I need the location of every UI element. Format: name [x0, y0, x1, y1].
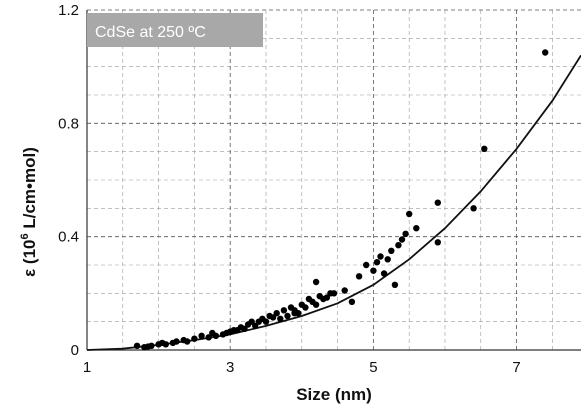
- data-point: [262, 318, 270, 325]
- data-point: [434, 239, 441, 246]
- data-point: [391, 281, 399, 288]
- data-point: [413, 225, 420, 232]
- y-tick-label: 0.8: [58, 115, 79, 132]
- data-point: [273, 310, 280, 317]
- data-point: [330, 290, 338, 297]
- x-tick-label: 3: [226, 359, 234, 376]
- data-point: [205, 334, 212, 341]
- y-tick-label: 0.4: [58, 229, 79, 246]
- fit-curve-layer: [86, 54, 581, 351]
- data-point: [148, 342, 155, 349]
- data-point: [248, 318, 255, 325]
- data-point: [370, 267, 377, 274]
- data-point: [380, 270, 388, 277]
- data-point: [291, 310, 298, 317]
- data-point: [198, 332, 205, 339]
- chart-title-box: CdSe at 250 ºC: [87, 13, 263, 47]
- data-point: [355, 273, 363, 280]
- data-point: [277, 315, 284, 322]
- data-point: [341, 287, 348, 294]
- data-point: [323, 294, 330, 301]
- data-point: [398, 236, 406, 243]
- data-point: [388, 247, 395, 254]
- data-point: [434, 199, 441, 206]
- data-point: [373, 259, 381, 266]
- data-point: [384, 256, 391, 263]
- data-point: [395, 242, 402, 249]
- data-point: [406, 210, 413, 218]
- y-axis-title-units: L/cm•mol): [20, 147, 39, 233]
- data-point: [212, 332, 220, 339]
- x-axis-title: Size (nm): [296, 385, 372, 404]
- data-point: [377, 253, 384, 260]
- x-tick-label: 5: [369, 359, 377, 376]
- data-point: [402, 230, 409, 237]
- data-point: [481, 145, 488, 152]
- data-point: [363, 261, 370, 269]
- data-point: [284, 312, 291, 320]
- data-point: [302, 304, 309, 311]
- data-point: [241, 325, 248, 332]
- data-point: [162, 341, 169, 348]
- data-point: [280, 307, 288, 314]
- data-point: [470, 205, 477, 212]
- y-axis-title-main: ε (10: [20, 240, 39, 277]
- data-point: [173, 338, 180, 345]
- data-point: [542, 49, 549, 56]
- data-point: [252, 322, 259, 330]
- chart-title-background: [87, 13, 263, 47]
- data-point: [133, 342, 141, 349]
- data-point: [269, 314, 277, 321]
- y-axis-title: ε (106 L/cm•mol): [19, 147, 39, 277]
- data-point: [312, 301, 320, 308]
- data-point: [184, 338, 191, 345]
- fit-curve: [86, 54, 581, 351]
- x-tick-label: 1: [83, 359, 91, 376]
- y-tick-label: 0: [71, 342, 79, 359]
- data-point: [348, 298, 356, 305]
- tick-labels: 1 3 5 7 0 0.4 0.8 1.2: [58, 2, 521, 376]
- y-tick-label: 1.2: [58, 2, 79, 19]
- x-tick-label: 7: [512, 359, 520, 376]
- chart-title: CdSe at 250 ºC: [95, 24, 206, 41]
- grid-layer: [86, 9, 581, 351]
- data-point: [191, 335, 198, 342]
- y-axis-title-superscript: 6: [19, 233, 31, 239]
- scatter-points: [133, 49, 549, 351]
- data-point: [312, 278, 320, 286]
